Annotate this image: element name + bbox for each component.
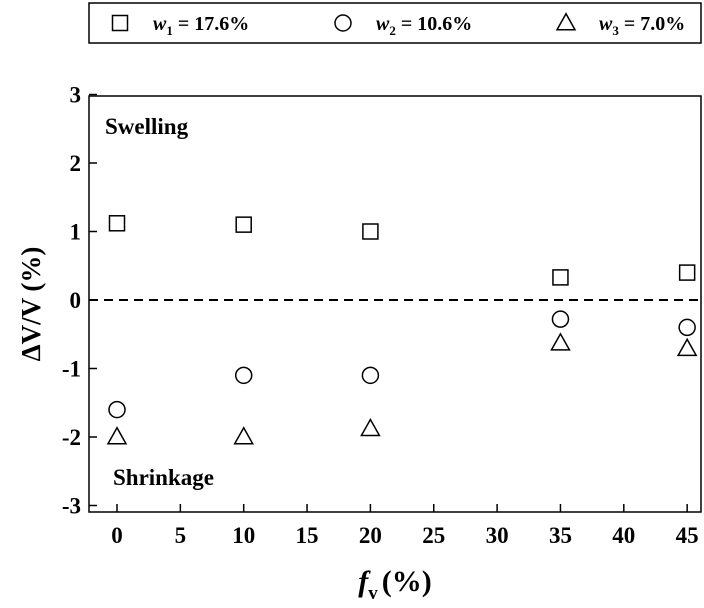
plot-frame: [88, 95, 702, 513]
legend-label-series-3: w3 = 7.0%: [599, 13, 685, 38]
point-triangle-3: [233, 426, 254, 445]
x-tick-label: 30: [486, 523, 509, 548]
point-square-1: [678, 264, 696, 281]
point-circle-2: [551, 310, 570, 328]
legend-label-series-1: w1 = 17.6%: [153, 13, 249, 38]
swelling-annotation: Swelling: [105, 114, 189, 139]
legend-frame: [88, 2, 702, 44]
y-tick-label: 1: [70, 220, 82, 245]
x-tick-label: 0: [111, 523, 123, 548]
y-tick-label: 3: [70, 83, 82, 108]
point-circle-2: [234, 366, 253, 385]
y-tick-label: 2: [70, 151, 82, 176]
shrinkage-annotation: Shrinkage: [113, 465, 214, 490]
x-tick-label: 15: [296, 523, 319, 548]
point-triangle-3: [106, 426, 128, 445]
x-tick-label: 20: [359, 523, 382, 548]
y-axis-title: ΔV/V (%): [16, 247, 46, 362]
y-tick-label: 0: [70, 288, 82, 313]
point-square-1: [552, 269, 569, 286]
x-tick-label: 25: [422, 523, 445, 548]
legend-label-series-2: w2 = 10.6%: [376, 13, 472, 38]
y-tick-label: -1: [62, 357, 81, 382]
x-axis-title-subscript: v: [368, 583, 378, 604]
x-tick-label: 45: [676, 523, 699, 548]
point-square-1: [108, 215, 126, 232]
y-tick-label: -2: [62, 425, 81, 450]
legend-marker-square: [111, 14, 129, 32]
y-axis: -3 -2 -1 0 1 2 3: [62, 83, 97, 519]
y-tick-label: -3: [62, 494, 81, 519]
x-tick-label: 5: [175, 523, 187, 548]
x-axis: 0 5 10 15 20 25 30 35 40 45: [111, 504, 699, 548]
point-circle-2: [361, 366, 380, 385]
point-circle-2: [678, 318, 696, 337]
point-triangle-3: [360, 417, 381, 437]
point-square-1: [235, 216, 252, 233]
x-axis-title: fv (%): [358, 565, 431, 604]
point-triangle-3: [676, 337, 698, 357]
annotations: Swelling Shrinkage: [105, 114, 214, 490]
legend-marker-triangle: [555, 12, 577, 31]
point-square-1: [362, 223, 379, 240]
x-tick-label: 40: [612, 523, 635, 548]
x-tick-label: 35: [549, 523, 572, 548]
x-axis-title-variable: f: [358, 565, 371, 598]
x-axis-title-unit: (%): [382, 565, 432, 598]
point-circle-2: [108, 400, 126, 419]
data-points: [106, 215, 698, 445]
legend: w1 = 17.6% w2 = 10.6% w3 = 7.0%: [88, 2, 702, 44]
x-tick-label: 10: [232, 523, 255, 548]
legend-marker-circle: [334, 14, 352, 32]
point-triangle-3: [550, 332, 571, 351]
